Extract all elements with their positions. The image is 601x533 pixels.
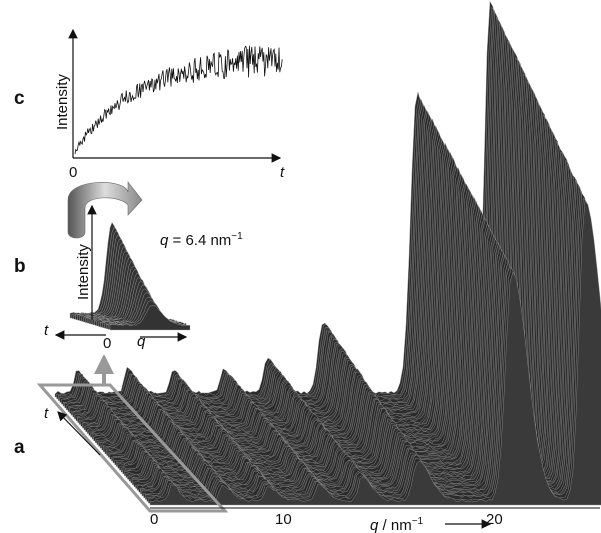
rotation-arrow	[67, 181, 143, 239]
origin-label: 0	[69, 164, 77, 181]
panel-label: b	[14, 256, 26, 277]
waterfall-a	[54, 0, 601, 506]
x-tick-label: 0	[150, 511, 158, 528]
t-label: t	[280, 164, 285, 181]
x-tick-label: 10	[275, 511, 292, 528]
trace	[109, 305, 191, 331]
x-axis-label: q / nm−1	[370, 516, 424, 533]
panel-label: a	[14, 437, 25, 458]
trace-c	[74, 45, 283, 155]
exponent: −1	[412, 516, 424, 527]
selection-box	[36, 383, 229, 513]
unit: / nm	[378, 517, 411, 533]
y-axis-label: Intensity	[54, 74, 71, 130]
exponent: −1	[231, 231, 243, 242]
x-tick-label: 20	[486, 511, 503, 528]
annotation: q = 6.4 nm−1	[160, 231, 243, 249]
symbol: q	[370, 517, 379, 533]
q-label: q	[137, 333, 146, 350]
intensity-trace	[74, 45, 283, 155]
y-axis-label: Intensity	[75, 244, 92, 300]
text: = 6.4 nm	[168, 232, 231, 249]
t-label: t	[44, 322, 49, 339]
symbol: q	[160, 232, 169, 249]
t-arrow	[57, 411, 101, 456]
panel-label: c	[14, 88, 25, 109]
waterfall-b	[69, 221, 191, 331]
t-label: t	[44, 405, 49, 422]
origin-label: 0	[103, 335, 111, 352]
trace	[149, 200, 601, 506]
